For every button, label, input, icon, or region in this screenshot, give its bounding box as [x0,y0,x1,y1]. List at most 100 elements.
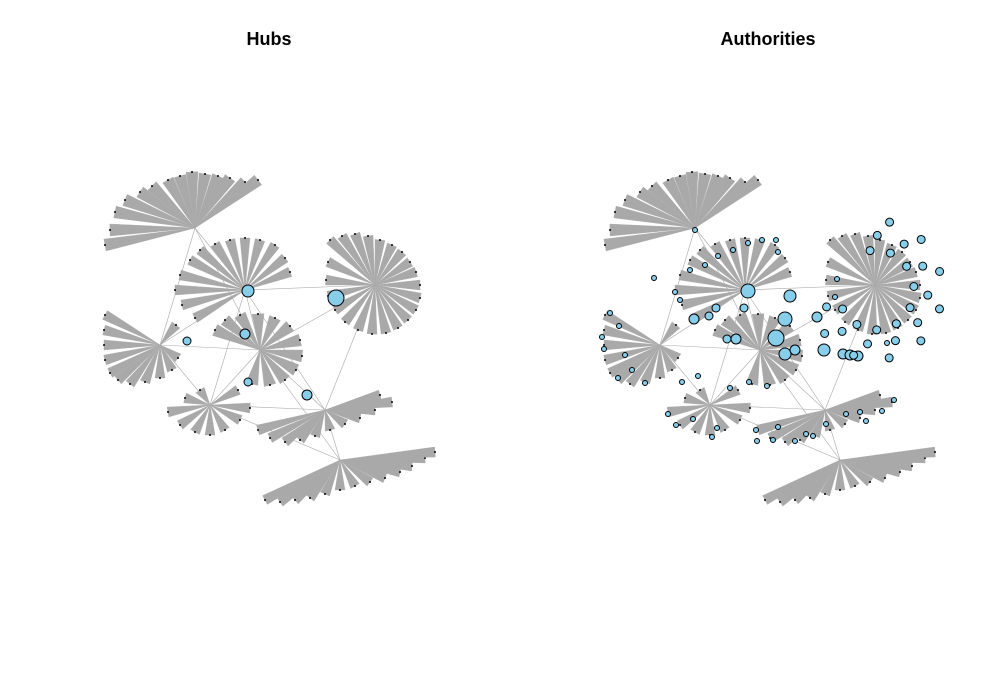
leaf-vertex [334,309,336,311]
leaf-vertex [679,175,681,177]
leaf-vertex [397,327,399,329]
leaf-vertex [794,499,796,501]
leaf-vertex [824,493,826,495]
leaf-vertex [229,239,231,241]
edge-line [744,284,876,291]
leaf-vertex [369,481,371,483]
vertex-node [843,411,849,417]
leaf-vertex [434,451,436,453]
vertex-node [872,230,882,240]
vertex-node [642,380,648,386]
leaf-vertex [244,237,246,239]
vertex-node [891,397,897,403]
edge-line [659,344,761,351]
vertex-node [679,379,685,385]
leaf-vertex [184,397,186,399]
leaf-vertex [809,497,811,499]
leaf-vertex [289,271,291,273]
vertex-node [709,434,715,440]
leaf-vertex [384,477,386,479]
leaf-vertex [874,409,876,411]
vertex-node [241,284,255,298]
vertex-node [243,377,253,387]
leaf-vertex [357,329,359,331]
leaf-vertex [834,309,836,311]
vertex-node [677,297,683,303]
leaf-vertex [167,411,169,413]
leaf-vertex [224,429,226,431]
leaf-vertex [907,319,909,321]
vertex-node [607,310,613,316]
leaf-vertex [401,251,403,253]
vertex-node [783,289,797,303]
leaf-vertex [603,329,605,331]
leaf-vertex [784,257,786,259]
vertex-node [822,302,832,312]
leaf-vertex [301,355,303,357]
leaf-vertex [295,369,297,371]
vertex-node [601,346,607,352]
leaf-vertex [279,501,281,503]
leaf-vertex [341,235,343,237]
vertex-node [902,261,912,271]
leaf-vertex [204,173,206,175]
vertex-node [865,246,875,256]
leaf-vertex [129,383,131,385]
vertex-node [665,411,671,417]
leaf-vertex [614,211,616,213]
leaf-vertex [651,185,653,187]
vertex-node [672,289,678,295]
leaf-vertex [103,344,105,346]
leaf-vertex [244,181,246,183]
leaf-vertex [717,175,719,177]
leaf-vertex [344,423,346,425]
vertex-node [754,438,760,444]
leaf-vertex [415,271,417,273]
vertex-node [599,334,605,340]
leaf-vertex [684,397,686,399]
vertex-node [722,334,732,344]
leaf-vertex [274,244,276,246]
vertex-node [863,418,869,424]
leaf-vertex [299,339,301,341]
leaf-vertex [159,377,161,379]
leaf-vertex [679,274,681,276]
leaf-vertex [869,481,871,483]
leaf-vertex [167,179,169,181]
leaf-vertex [825,279,827,281]
edge-bundle [103,339,161,351]
vertex-node [857,409,863,415]
vertex-node [923,290,933,300]
leaf-vertex [359,417,361,419]
leaf-vertex [194,317,196,319]
leaf-vertex [314,435,316,437]
vertex-node [916,234,926,244]
leaf-vertex [104,359,106,361]
leaf-vertex [391,401,393,403]
vertex-node [811,311,823,323]
edge-line [209,349,261,406]
leaf-vertex [827,261,829,263]
leaf-vertex [784,379,786,381]
vertex-node [852,319,862,329]
leaf-vertex [779,501,781,503]
leaf-vertex [329,429,331,431]
leaf-vertex [829,239,831,241]
vertex-node [687,267,693,273]
leaf-vertex [871,333,873,335]
leaf-vertex [659,377,661,379]
leaf-vertex [729,177,731,179]
leaf-vertex [679,424,681,426]
leaf-vertex [269,384,271,386]
vertex-node [849,350,859,360]
leaf-vertex [604,314,606,316]
leaf-vertex [399,471,401,473]
edge-line [209,289,246,406]
vertex-node [916,336,926,346]
leaf-vertex [681,304,683,306]
leaf-vertex [841,235,843,237]
leaf-vertex [844,321,846,323]
leaf-vertex [171,369,173,371]
vertex-node [690,416,696,422]
